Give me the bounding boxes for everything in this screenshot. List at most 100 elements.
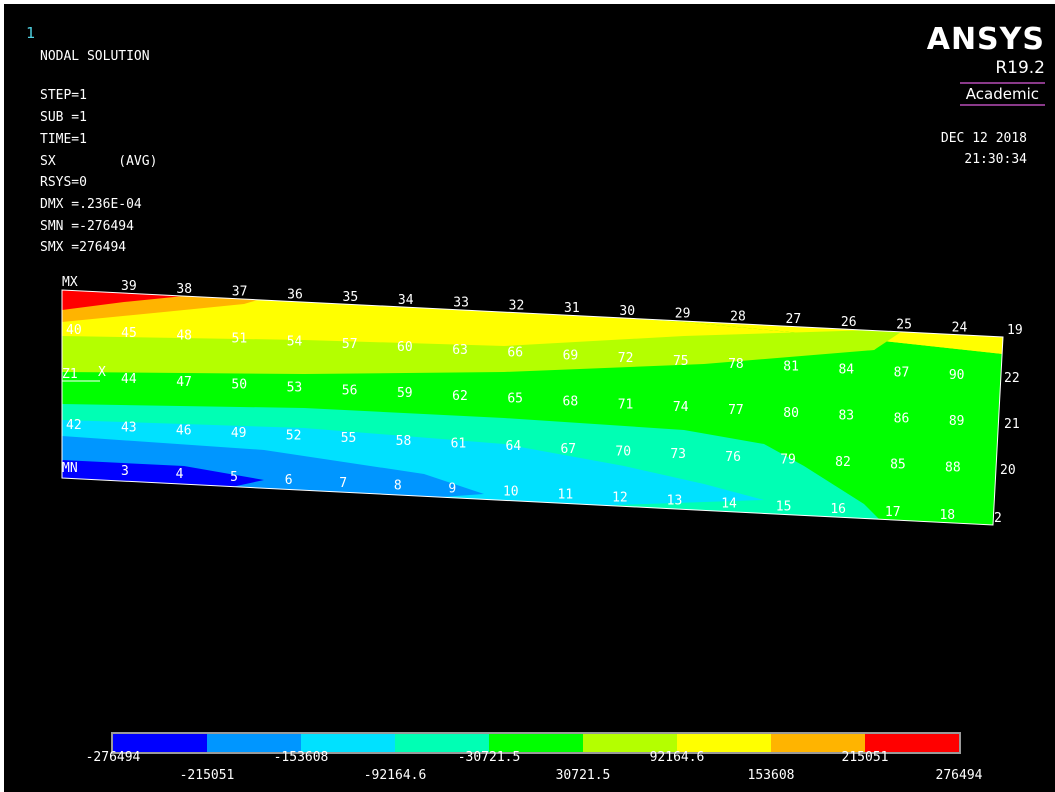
node-label: 10 <box>503 485 519 500</box>
node-label: 55 <box>341 431 357 446</box>
node-label: 90 <box>949 368 965 383</box>
node-label: 83 <box>838 409 854 424</box>
node-label: 16 <box>830 502 846 517</box>
node-label: 85 <box>890 458 906 473</box>
node-label: 62 <box>452 389 468 404</box>
contour-plot[interactable]: X MX MN Z1 39 38 37 36 35 34 33 32 31 30 29 28 27 26 2… <box>4 4 1055 792</box>
node-label: 47 <box>176 375 192 390</box>
node-label: 37 <box>232 285 248 300</box>
legend-tick-label: -215051 <box>179 768 235 783</box>
node-z1: Z1 <box>62 367 78 382</box>
node-label: 25 <box>896 318 912 333</box>
node-label: 29 <box>675 307 691 322</box>
ansys-graphics-window[interactable]: 1 NODAL SOLUTION STEP=1 SUB =1 TIME=1 SX (A… <box>4 4 1055 792</box>
legend-swatch <box>301 734 395 752</box>
node-label: 53 <box>287 380 303 395</box>
node-label: 30 <box>619 304 635 319</box>
node-label: 54 <box>287 334 303 349</box>
node-label: 86 <box>894 411 910 426</box>
node-label: 75 <box>673 354 689 369</box>
node-label: 7 <box>339 476 347 491</box>
node-label: 21 <box>1004 417 1020 432</box>
max-marker: MX <box>62 275 78 290</box>
node-label: 57 <box>342 337 358 352</box>
logo-version: R19.2 <box>995 58 1045 78</box>
logo-title: ANSYS <box>926 22 1045 57</box>
node-label: 81 <box>783 360 799 375</box>
legend-tick-label: -30721.5 <box>457 750 521 765</box>
node-label: 60 <box>397 340 413 355</box>
legend-tick-label: 153608 <box>747 768 795 783</box>
node-label: 27 <box>786 312 802 327</box>
node-label: 89 <box>949 414 965 429</box>
node-label: 46 <box>176 423 192 438</box>
node-label: 80 <box>783 406 799 421</box>
legend-swatch <box>583 734 677 752</box>
node-label: 8 <box>394 479 402 494</box>
node-label: 13 <box>667 493 683 508</box>
node-label: 34 <box>398 293 414 308</box>
node-label: 48 <box>176 329 192 344</box>
legend-swatch <box>677 734 771 752</box>
node-label: 17 <box>885 505 901 520</box>
contour-legend-bar <box>111 732 961 754</box>
legend-swatch <box>771 734 865 752</box>
info-line: SX (AVG) <box>40 153 158 169</box>
node-label: 58 <box>396 434 412 449</box>
beam-outline <box>61 289 1004 526</box>
node-label: 38 <box>176 282 192 297</box>
node-label: 79 <box>780 452 796 467</box>
datetime-stamp: DEC 12 2018 21:30:34 <box>941 128 1027 170</box>
logo-edition: Academic <box>959 82 1045 106</box>
legend-tick-label: 276494 <box>935 768 983 783</box>
node-label: 36 <box>287 287 303 302</box>
info-line: SMN =-276494 <box>40 218 134 234</box>
node-label: 87 <box>894 365 910 380</box>
node-label: 51 <box>232 331 248 346</box>
info-line: RSYS=0 <box>40 175 87 191</box>
node-label: 35 <box>343 290 359 305</box>
legend-tick-label: -92164.6 <box>363 768 427 783</box>
node-label: 69 <box>563 348 579 363</box>
node-label: 73 <box>670 447 686 462</box>
node-label: 70 <box>615 444 631 459</box>
node-label: 33 <box>453 296 469 311</box>
node-label: 44 <box>121 372 137 387</box>
node-label: 43 <box>121 421 137 436</box>
node-label: 88 <box>945 460 961 475</box>
node-label: 26 <box>841 315 857 330</box>
node-label: 2 <box>994 511 1002 526</box>
node-label: 40 <box>66 323 82 338</box>
legend-swatch <box>207 734 301 752</box>
legend-swatch <box>113 734 207 752</box>
node-label: 72 <box>618 351 634 366</box>
node-label: 66 <box>507 346 523 361</box>
node-label: 74 <box>673 400 689 415</box>
time-text: 21:30:34 <box>964 152 1027 167</box>
node-label: 49 <box>231 426 247 441</box>
node-label: 31 <box>564 301 580 316</box>
node-label: 15 <box>776 499 792 514</box>
node-label: 82 <box>835 455 851 470</box>
legend-tick-label: 30721.5 <box>555 768 611 783</box>
legend-tick-label: 92164.6 <box>649 750 705 765</box>
node-label: 65 <box>507 392 523 407</box>
node-label: 78 <box>728 357 744 372</box>
node-label: 3 <box>121 464 129 479</box>
node-label: 5 <box>230 470 238 485</box>
band-lime <box>62 330 904 374</box>
view-number: 1 <box>26 24 36 42</box>
date-text: DEC 12 2018 <box>940 131 1027 146</box>
node-label: 14 <box>721 496 737 511</box>
triad-label: X <box>98 365 106 380</box>
node-label: 20 <box>1000 463 1016 478</box>
node-label: 56 <box>342 383 358 398</box>
node-label: 63 <box>452 343 468 358</box>
node-label: 12 <box>612 490 628 505</box>
info-line: SMX =276494 <box>40 240 127 256</box>
node-label: 42 <box>66 418 82 433</box>
node-label: 67 <box>560 442 576 457</box>
node-label: 77 <box>728 403 744 418</box>
info-line: NODAL SOLUTION <box>40 49 150 64</box>
